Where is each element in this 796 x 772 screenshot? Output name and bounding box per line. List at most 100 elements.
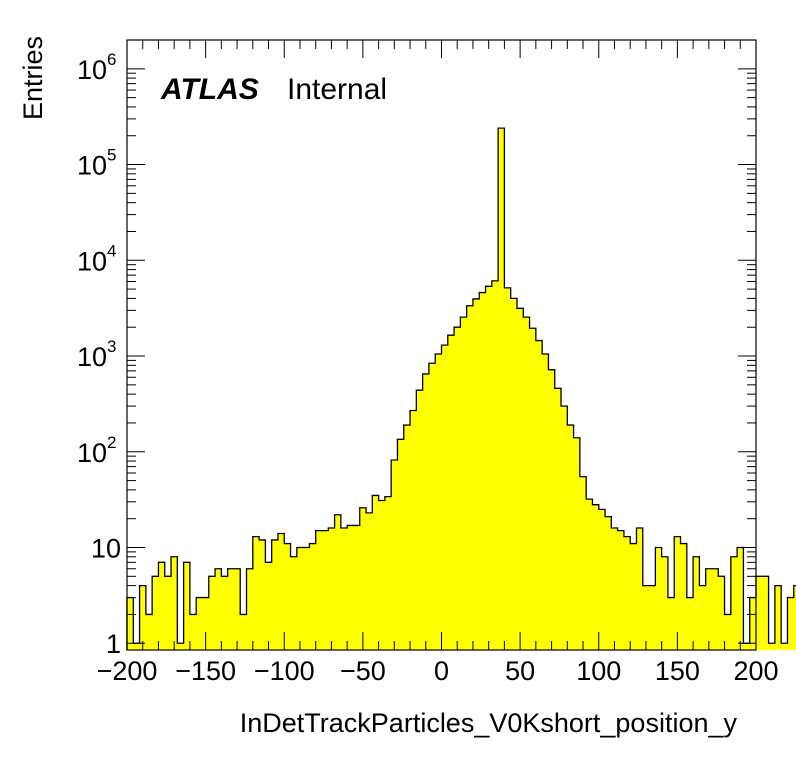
histogram-bin	[693, 556, 700, 650]
y-tick-exponent: 5	[107, 146, 116, 165]
histogram-bin	[466, 305, 474, 650]
x-tick-label: 0	[434, 656, 449, 686]
histogram-bin	[208, 576, 216, 650]
y-tick-base: 10	[77, 246, 107, 276]
histogram-bin	[636, 527, 644, 650]
histogram-bin	[259, 539, 266, 650]
histogram-bin	[586, 499, 593, 650]
histogram-bin	[290, 556, 298, 650]
histogram-bin	[391, 460, 398, 650]
y-tick-label: 1	[106, 629, 121, 659]
histogram-bars	[126, 127, 796, 650]
histogram-bin	[737, 547, 744, 650]
histogram-bin	[504, 287, 511, 650]
histogram-bin	[491, 280, 499, 650]
histogram-bin	[164, 576, 172, 650]
histogram-bin	[667, 597, 675, 650]
y-tick-label: 10 2	[77, 433, 117, 468]
histogram-bin	[340, 527, 348, 650]
histogram-bin	[309, 543, 316, 650]
histogram-bin	[535, 340, 543, 650]
histogram-bin	[743, 643, 751, 650]
histogram-bin	[674, 536, 681, 650]
histogram-bin	[705, 568, 713, 650]
histogram-bin	[498, 128, 505, 650]
histogram-bin	[762, 576, 769, 650]
histogram-bin	[189, 614, 197, 650]
histogram-bin	[403, 425, 411, 650]
histogram-bin	[718, 576, 725, 650]
histogram-bin	[397, 439, 405, 650]
histogram-bin	[435, 354, 442, 650]
histogram-bin	[378, 500, 386, 650]
y-tick-label: 10 3	[77, 337, 117, 372]
histogram-bin	[359, 507, 367, 650]
y-tick-base: 10	[77, 438, 107, 468]
histogram-bin	[366, 512, 373, 650]
histogram-bin	[485, 286, 493, 650]
histogram-bin	[196, 597, 203, 650]
y-tick-base: 10	[77, 342, 107, 372]
y-tick-label: 10 5	[77, 146, 117, 181]
histogram-bin	[680, 543, 688, 650]
histogram-bin	[623, 536, 631, 650]
histogram-bin	[284, 543, 291, 650]
histogram-bin	[510, 298, 518, 650]
x-tick-label: 100	[576, 656, 621, 686]
histogram-bin	[158, 562, 166, 650]
histogram-bin	[246, 568, 254, 650]
histogram-bin	[334, 514, 342, 650]
histogram-bin	[756, 576, 763, 650]
histogram-bin	[542, 354, 549, 650]
histogram-bin	[611, 527, 618, 650]
histogram-bin	[561, 406, 568, 650]
histogram-bin	[428, 363, 436, 650]
histogram-bin	[472, 298, 480, 650]
y-tick-exponent: 4	[107, 241, 116, 260]
histogram-bin	[277, 533, 285, 650]
histogram-bin	[321, 530, 329, 650]
histogram-bin	[447, 335, 455, 650]
histogram-bin	[145, 614, 153, 650]
histogram-bin	[296, 547, 304, 650]
y-tick-exponent: 3	[107, 337, 116, 356]
histogram-bin	[649, 585, 656, 650]
histogram-bin	[227, 568, 235, 650]
histogram-bin	[617, 530, 625, 650]
histogram-bin	[252, 536, 260, 650]
x-tick-label: −100	[254, 656, 315, 686]
histogram-bin	[523, 317, 530, 650]
x-tick-label: 150	[655, 656, 700, 686]
atlas-label: ATLAS	[160, 73, 259, 106]
histogram-bin	[422, 373, 430, 650]
histogram-bin	[152, 576, 159, 650]
axis-ticks	[126, 39, 757, 650]
histogram-bin	[630, 543, 637, 650]
histogram-bin	[724, 614, 732, 650]
histogram-bin	[774, 585, 782, 650]
histogram-bin	[240, 614, 247, 650]
y-tick-label: 10 6	[77, 50, 117, 85]
histogram-bin	[127, 597, 134, 650]
histogram-bin	[699, 585, 706, 650]
histogram-bin	[139, 585, 147, 650]
histogram-bin	[233, 568, 241, 650]
histogram-bin	[441, 345, 449, 650]
histogram-bin	[177, 643, 184, 650]
x-axis-title: InDetTrackParticles_V0Kshort_position_y	[240, 708, 738, 738]
histogram-bin	[347, 525, 354, 650]
histogram-bin	[655, 547, 662, 650]
histogram-bin	[384, 496, 392, 650]
histogram-bin	[749, 597, 757, 650]
x-tick-label: 200	[733, 656, 778, 686]
y-axis-title: Entries	[18, 36, 48, 120]
x-tick-label: −200	[97, 656, 158, 686]
histogram-bin	[454, 327, 461, 650]
histogram-bin	[592, 504, 600, 650]
histogram-bin	[711, 568, 719, 650]
histogram-bin	[183, 562, 191, 650]
histogram-bin	[686, 597, 694, 650]
histogram-bin	[730, 556, 738, 650]
y-tick-label: 10 4	[77, 241, 117, 276]
